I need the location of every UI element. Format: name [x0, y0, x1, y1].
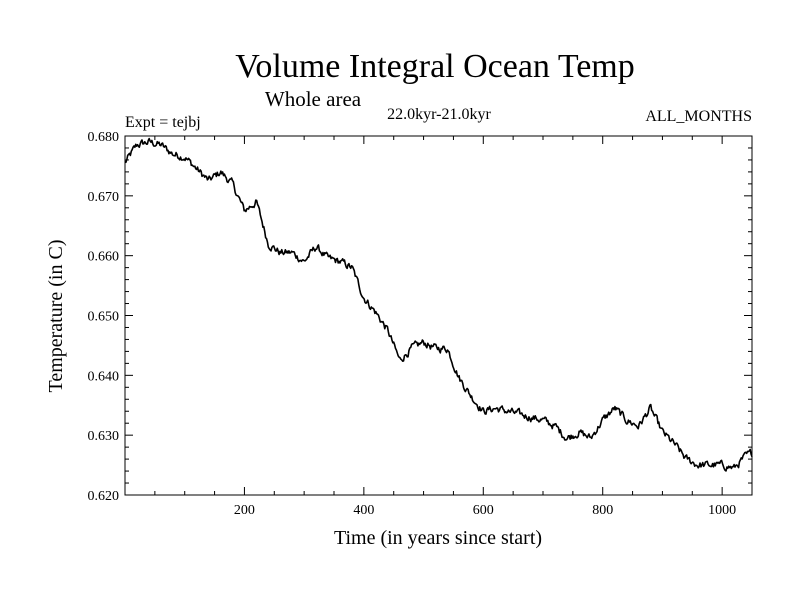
y-tick-label: 0.650 — [88, 310, 120, 325]
months-label: ALL_MONTHS — [645, 108, 752, 125]
y-tick-label: 0.640 — [88, 369, 120, 384]
plot-area: 200 400 600 800 1000 0.620 0.630 0.640 0.650 0.66… — [88, 130, 753, 518]
x-tick-label: 600 — [473, 503, 494, 518]
period-label: 22.0kyr-21.0kyr — [387, 106, 491, 123]
y-tick-label: 0.630 — [88, 429, 120, 444]
y-tick-label: 0.660 — [88, 250, 120, 265]
x-tick-label: 400 — [353, 503, 374, 518]
y-tick-label: 0.620 — [88, 489, 120, 504]
x-tick-label: 1000 — [708, 503, 736, 518]
experiment-label: Expt = tejbj — [125, 114, 201, 131]
y-tick-label: 0.680 — [88, 130, 120, 145]
chart-subtitle: Whole area — [265, 87, 362, 111]
x-tick-label: 200 — [234, 503, 255, 518]
y-axis-label: Temperature (in C) — [45, 240, 67, 393]
chart-title: Volume Integral Ocean Temp — [235, 48, 635, 85]
y-tick-label: 0.670 — [88, 190, 120, 205]
x-tick-label: 800 — [592, 503, 613, 518]
plot-frame — [124, 135, 753, 496]
series-line-tejbj — [124, 137, 753, 472]
x-axis-label: Time (in years since start) — [334, 527, 542, 549]
